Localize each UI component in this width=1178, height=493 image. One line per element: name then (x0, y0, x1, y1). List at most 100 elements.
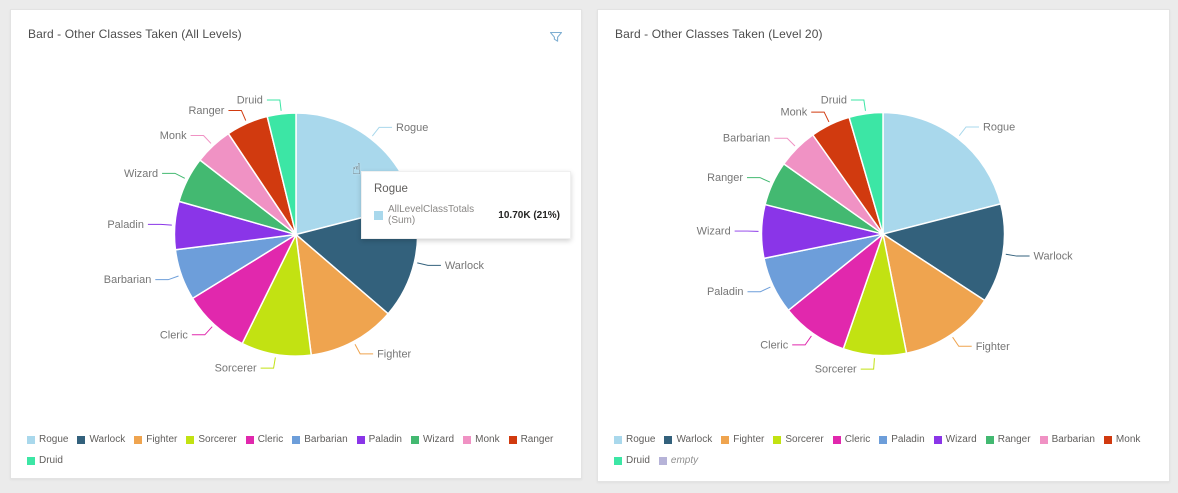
label-leader-line (860, 358, 875, 370)
legend-item-sorcerer[interactable]: Sorcerer (186, 434, 237, 445)
legend-item-empty[interactable]: empty (658, 455, 698, 466)
legend-swatch (134, 435, 143, 444)
label-leader-line (952, 336, 972, 347)
pie-slice-warlock[interactable] (882, 203, 1006, 302)
label-leader-line (147, 223, 172, 226)
legend-label: Rogue (39, 434, 69, 445)
legend-item-fighter[interactable]: Fighter (721, 434, 764, 445)
slice-label-sorcerer: Sorcerer (215, 363, 257, 375)
pie-slice-druid[interactable] (848, 111, 884, 235)
legend-item-paladin[interactable]: Paladin (879, 434, 925, 445)
pie-slice-druid[interactable] (266, 112, 297, 236)
label-leader-line (371, 126, 393, 137)
label-leader-line (162, 172, 186, 179)
slice-label-wizard: Wizard (124, 168, 158, 180)
chart-title: Bard - Other Classes Taken (All Levels) (28, 27, 242, 41)
legend-item-sorcerer[interactable]: Sorcerer (773, 434, 824, 445)
chart-card-level-20: Rogue Warlock Fighter Sorcerer Cleric Paladin… (597, 9, 1170, 482)
slice-label-barbarian: Barbarian (723, 133, 770, 145)
legend-item-wizard[interactable]: Wizard (933, 434, 977, 445)
slice-label-cleric: Cleric (160, 329, 189, 341)
label-leader-line (774, 137, 796, 147)
label-leader-line (958, 126, 979, 136)
filter-icon[interactable] (549, 30, 563, 44)
legend-item-paladin[interactable]: Paladin (356, 434, 402, 445)
slice-label-druid: Druid (821, 95, 847, 107)
pie-slice-rogue[interactable] (882, 111, 1002, 235)
pie-slice-fighter[interactable] (882, 233, 986, 354)
legend-item-warlock[interactable]: Warlock (664, 434, 712, 445)
legend-item-warlock[interactable]: Warlock (77, 434, 125, 445)
slice-label-fighter: Fighter (377, 348, 411, 360)
legend-swatch (658, 456, 667, 465)
legend-item-barbarian[interactable]: Barbarian (292, 434, 348, 445)
legend-swatch (245, 435, 254, 444)
label-leader-line (811, 111, 830, 123)
legend-swatch (614, 456, 622, 465)
legend-label: Monk (1115, 434, 1141, 445)
label-leader-line (190, 134, 212, 144)
legend-item-druid[interactable]: Druid (27, 455, 63, 466)
slice-label-ranger: Ranger (189, 105, 225, 117)
legend-swatch (721, 435, 730, 444)
legend-item-wizard[interactable]: Wizard (410, 434, 454, 445)
label-leader-line (1005, 253, 1030, 257)
legend: Rogue Warlock Fighter Sorcerer Cleric Barbari… (27, 434, 575, 466)
label-leader-line (792, 335, 812, 346)
legend-swatch (186, 435, 195, 444)
legend-swatch (832, 435, 841, 444)
label-leader-line (850, 99, 866, 111)
tooltip-series-label: AllLevelClassTotals (Sum) (388, 204, 475, 226)
slice-label-rogue: Rogue (396, 122, 428, 134)
legend-item-cleric[interactable]: Cleric (245, 434, 283, 445)
legend-item-barbarian[interactable]: Barbarian (1039, 434, 1095, 445)
tooltip-swatch (374, 210, 383, 220)
label-leader-line (354, 344, 374, 355)
legend-swatch (664, 435, 673, 444)
legend-swatch (773, 435, 782, 444)
slice-label-ranger: Ranger (707, 172, 743, 184)
slice-label-barbarian: Barbarian (104, 274, 151, 286)
legend-label: Warlock (676, 434, 713, 445)
legend-item-monk[interactable]: Monk (1103, 434, 1141, 445)
slice-label-warlock: Warlock (445, 260, 485, 272)
legend-item-rogue[interactable]: Rogue (614, 434, 655, 445)
label-leader-line (417, 262, 441, 266)
legend-label: Barbarian (1051, 434, 1095, 445)
legend-item-ranger[interactable]: Ranger (508, 434, 553, 445)
legend-label: Paladin (891, 434, 925, 445)
legend-swatch (1103, 435, 1112, 444)
slice-label-druid: Druid (237, 94, 263, 106)
tooltip-value: 10.70K (21%) (498, 209, 560, 221)
legend-item-fighter[interactable]: Fighter (134, 434, 177, 445)
legend-item-rogue[interactable]: Rogue (27, 434, 68, 445)
hand-pointer-icon: ☝ (352, 160, 362, 178)
chart-title: Bard - Other Classes Taken (Level 20) (615, 27, 823, 41)
slice-label-sorcerer: Sorcerer (815, 364, 857, 376)
legend-swatch (356, 435, 365, 444)
legend-item-monk[interactable]: Monk (463, 434, 500, 445)
slice-label-monk: Monk (780, 107, 807, 119)
legend-label: Ranger (997, 434, 1031, 445)
legend-swatch (27, 456, 35, 465)
label-leader-line (266, 99, 282, 111)
legend-label: Fighter (146, 434, 178, 445)
legend-swatch (933, 435, 942, 444)
legend-item-cleric[interactable]: Cleric (832, 434, 870, 445)
pie-slice-fighter[interactable] (295, 233, 389, 356)
legend-label: Druid (626, 455, 650, 466)
legend-swatch (77, 435, 86, 444)
tooltip: Rogue AllLevelClassTotals (Sum) 10.70K (… (361, 171, 571, 239)
label-leader-line (228, 109, 247, 121)
legend-label: Warlock (89, 434, 126, 445)
legend-item-ranger[interactable]: Ranger (985, 434, 1031, 445)
legend-swatch (614, 435, 622, 444)
legend-item-druid[interactable]: Druid (614, 455, 650, 466)
label-leader-line (747, 286, 771, 293)
label-leader-line (191, 326, 213, 336)
legend-swatch (27, 435, 35, 444)
legend-label: Rogue (626, 434, 656, 445)
legend-label: Wizard (945, 434, 977, 445)
legend-swatch (410, 435, 419, 444)
